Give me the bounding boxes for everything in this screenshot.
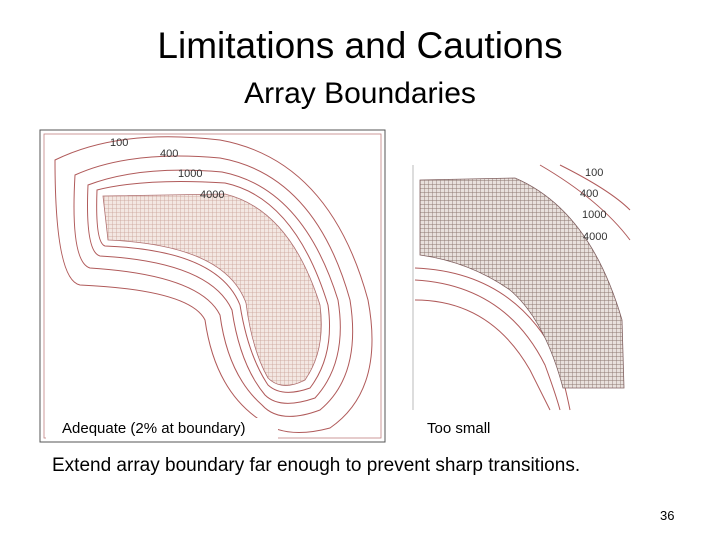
contour-label: 1000	[582, 209, 606, 221]
contour-label: 4000	[583, 231, 607, 243]
body-text: Extend array boundary far enough to prev…	[52, 455, 580, 476]
contour-label: 400	[160, 148, 178, 160]
contour-label: 100	[110, 137, 128, 149]
page-number: 36	[660, 508, 674, 523]
slide-subtitle: Array Boundaries	[244, 77, 476, 110]
contour-label: 4000	[200, 189, 224, 201]
slide-title: Limitations and Cautions	[157, 25, 562, 66]
figure-too-small: 100 400 1000 4000 Too small	[412, 164, 631, 437]
contour-label: 1000	[178, 168, 202, 180]
figure-caption: Adequate (2% at boundary)	[62, 420, 245, 437]
contour-label: 100	[585, 167, 603, 179]
figure-caption: Too small	[427, 420, 490, 437]
figure-adequate: 100 400 1000 4000 Adequate (2% at bounda…	[39, 129, 386, 443]
contour-label: 400	[580, 188, 598, 200]
